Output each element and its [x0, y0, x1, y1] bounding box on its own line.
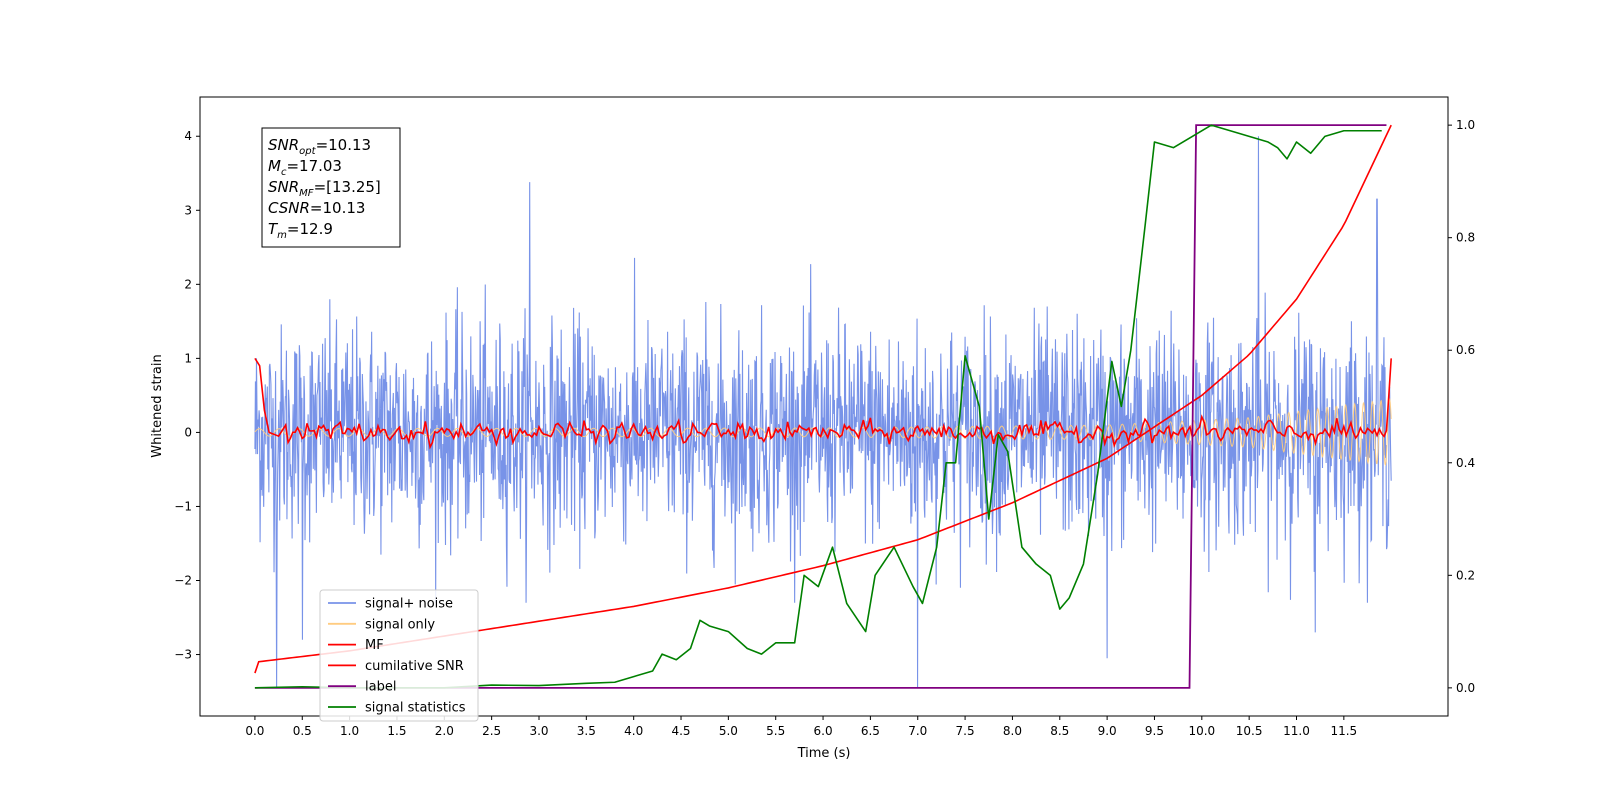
x-tick-label: 9.5 — [1145, 724, 1164, 738]
x-tick-label: 3.5 — [577, 724, 596, 738]
x-tick-label: 3.0 — [529, 724, 548, 738]
annotation-line: Tm=12.9 — [268, 220, 333, 241]
x-tick-label: 10.5 — [1236, 724, 1263, 738]
signal-only-line — [254, 397, 1392, 467]
label-line — [254, 124, 1387, 689]
x-tick-label: 11.0 — [1283, 724, 1310, 738]
y-left-tick-label: 1 — [184, 351, 192, 365]
y-right-tick-label: 1.0 — [1456, 118, 1475, 132]
legend-label: signal only — [365, 617, 435, 632]
plot-frame — [199, 96, 1449, 717]
x-tick-label: 2.0 — [435, 724, 454, 738]
y-right-tick-label: 0.6 — [1456, 343, 1475, 357]
annotation-line: CSNR=10.13 — [268, 199, 365, 217]
x-tick-label: 7.0 — [908, 724, 927, 738]
legend-label: label — [365, 680, 396, 695]
y-left-tick-label: 3 — [184, 203, 192, 217]
legend-label: cumilative SNR — [365, 659, 464, 674]
x-tick-label: 6.5 — [861, 724, 880, 738]
x-tick-label: 4.0 — [624, 724, 643, 738]
x-tick-label: 0.5 — [293, 724, 312, 738]
y-left-tick-label: −3 — [174, 648, 192, 662]
x-axis-label: Time (s) — [797, 746, 851, 761]
annotation-line: SNRopt=10.13 — [268, 136, 371, 157]
legend-frame — [319, 589, 479, 722]
tick-labels: 0.0 0.5 1.0 1.5 2.0 2.5 3.0 3.5 4.0 4.5 5.0 5.5 6.0 6… — [174, 118, 1475, 738]
mf-line — [254, 357, 1392, 450]
x-tick-label: 2.5 — [482, 724, 501, 738]
y-left-tick-label: −2 — [174, 574, 192, 588]
y-left-tick-label: 4 — [184, 129, 192, 143]
y-right-tick-label: 0.2 — [1456, 568, 1475, 582]
legend-label: signal statistics — [365, 701, 466, 716]
x-tick-label: 0.0 — [245, 724, 264, 738]
x-tick-label: 5.0 — [719, 724, 738, 738]
x-tick-label: 10.0 — [1188, 724, 1215, 738]
legend: signal+ noise signal only MF cumilative SNR… — [319, 589, 479, 722]
x-tick-label: 7.5 — [956, 724, 975, 738]
annotation-box: SNRopt=10.13Mc=17.03SNRMF=[13.25]CSNR=10… — [261, 127, 401, 248]
y-right-tick-label: 0.0 — [1456, 681, 1475, 695]
signal-noise-line — [254, 136, 1392, 688]
annotation-line: Mc=17.03 — [268, 157, 342, 178]
x-tick-label: 9.0 — [1098, 724, 1117, 738]
annotation-frame — [261, 127, 401, 248]
x-tick-label: 8.5 — [1050, 724, 1069, 738]
x-tick-label: 4.5 — [671, 724, 690, 738]
y-right-tick-label: 0.8 — [1456, 231, 1475, 245]
signal-statistics-line — [254, 124, 1382, 689]
y-axis-label: Whitened strain — [150, 354, 165, 457]
y-left-tick-label: 0 — [184, 425, 192, 439]
legend-label: MF — [365, 638, 384, 653]
x-tick-label: 5.5 — [766, 724, 785, 738]
x-tick-label: 8.0 — [1003, 724, 1022, 738]
x-tick-label: 11.5 — [1330, 724, 1357, 738]
legend-label: signal+ noise — [365, 597, 453, 612]
annotation-line: SNRMF=[13.25] — [268, 178, 381, 199]
y-left-tick-label: 2 — [184, 277, 192, 291]
y-right-tick-label: 0.4 — [1456, 456, 1475, 470]
y-left-tick-label: −1 — [174, 499, 192, 513]
x-tick-label: 1.0 — [340, 724, 359, 738]
x-tick-label: 1.5 — [387, 724, 406, 738]
x-tick-label: 6.0 — [814, 724, 833, 738]
